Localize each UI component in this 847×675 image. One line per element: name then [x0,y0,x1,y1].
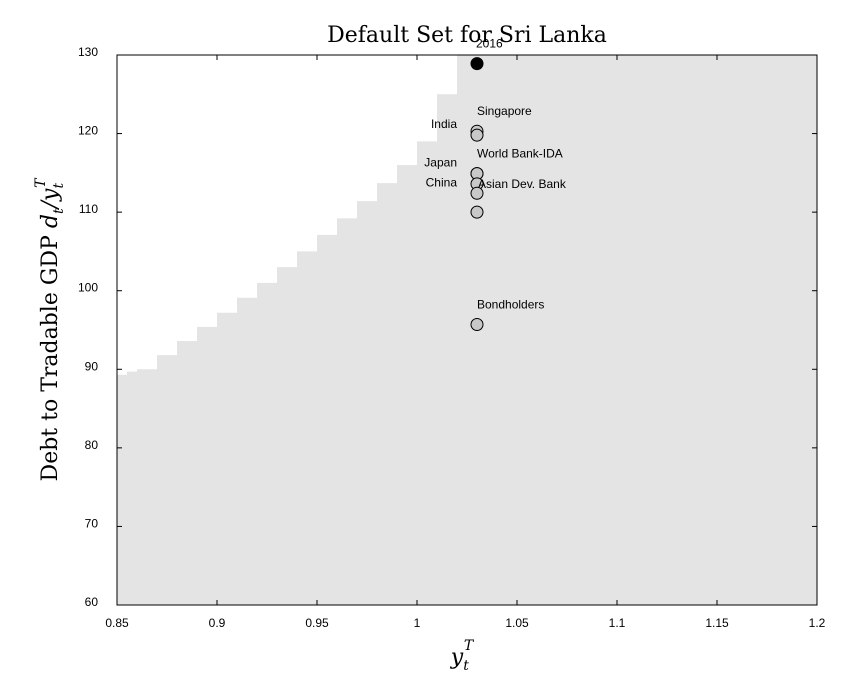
data-point [470,128,484,142]
point-label: Asian Dev. Bank [478,177,567,191]
y-tick-label: 80 [85,438,99,452]
y-axis: 60 70 80 90 100 110 120 130 [78,45,817,609]
point-labels: 2016 Singapore India World Bank-IDA Japan Asi… [424,37,567,312]
point-label: Singapore [477,104,532,118]
point-label: Bondholders [477,298,544,312]
point-label: 2016 [476,37,503,51]
y-tick-label: 100 [78,281,98,295]
y-axis-label: Debt to Tradable GDP dt/ytT [33,177,67,482]
plot-area [116,54,818,606]
x-axis-label: ytT [450,638,475,674]
data-point [470,186,484,200]
y-tick-label: 130 [78,45,98,59]
data-point [470,318,484,331]
point-label: Japan [424,156,457,170]
x-tick-label: 0.9 [209,616,226,630]
data-point [470,205,484,219]
plot-frame [116,54,818,606]
x-tick-label: 1.2 [809,616,826,630]
x-tick-label: 1 [414,616,421,630]
point-label: World Bank-IDA [477,147,563,161]
x-tick-label: 0.85 [105,616,129,630]
y-tick-label: 90 [85,359,99,373]
x-axis: 0.85 0.9 0.95 1 1.05 1.1 1.15 1.2 [105,55,826,630]
point-label: China [426,175,458,189]
y-tick-label: 120 [78,124,98,138]
y-tick-label: 70 [85,516,99,530]
data-points [470,57,484,331]
point-label: India [431,117,457,131]
chart-title: Default Set for Sri Lanka [327,23,607,48]
x-tick-label: 0.95 [305,616,329,630]
default-region [117,55,817,605]
data-point [470,57,484,71]
y-tick-label: 110 [79,202,98,216]
x-tick-label: 1.1 [609,616,626,630]
x-tick-label: 1.15 [705,616,729,630]
y-tick-label: 60 [85,595,99,609]
x-tick-label: 1.05 [505,616,529,630]
